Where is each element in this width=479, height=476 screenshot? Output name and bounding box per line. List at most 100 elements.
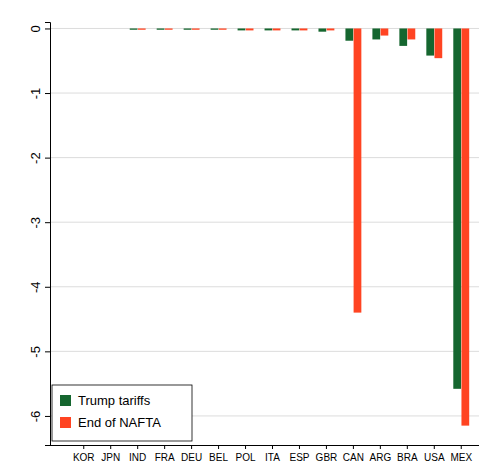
legend: Trump tariffs End of NAFTA	[52, 385, 192, 441]
legend-label: End of NAFTA	[78, 415, 161, 430]
x-tick-label: ITA	[265, 452, 280, 463]
bar	[354, 28, 362, 312]
bar	[381, 28, 389, 35]
bar	[157, 28, 165, 29]
y-tick: 0	[28, 25, 50, 32]
legend-box	[52, 385, 192, 441]
y-tick-label: -1	[28, 88, 43, 100]
y-tick-mark	[45, 287, 50, 288]
x-tick-mark	[191, 445, 192, 449]
bar	[453, 28, 461, 388]
x-tick: ITA	[265, 445, 280, 463]
bar	[408, 28, 416, 39]
bar	[292, 28, 300, 30]
bar	[111, 28, 119, 29]
bar	[345, 28, 353, 40]
bar	[219, 28, 227, 29]
x-tick-mark	[380, 445, 381, 449]
x-tick-label: FRA	[155, 452, 175, 463]
bar	[211, 28, 219, 29]
bar	[273, 28, 281, 30]
bar	[434, 28, 442, 58]
grid-line	[50, 351, 479, 352]
bar	[76, 28, 84, 29]
x-tick: GBR	[316, 445, 338, 463]
bar	[84, 28, 92, 29]
y-tick: -4	[28, 281, 50, 293]
x-tick: POL	[236, 445, 256, 463]
grid	[50, 28, 479, 415]
x-tick-mark	[218, 445, 219, 449]
y-tick-label: -3	[28, 217, 43, 229]
bar	[238, 28, 246, 30]
grid-line	[50, 286, 479, 287]
y-axis-line	[45, 23, 51, 446]
x-axis: KOR JPN IND FRA DEU BEL POL ITA ESP GBR CAN ARG BRA U…	[50, 445, 479, 463]
x-axis-line	[50, 445, 479, 446]
x-tick-mark	[353, 445, 354, 449]
y-tick-label: -2	[28, 152, 43, 164]
x-tick-mark	[110, 445, 111, 449]
bar	[300, 28, 308, 30]
x-tick: ESP	[289, 445, 309, 463]
bar	[318, 28, 326, 31]
x-tick: ARG	[370, 445, 392, 463]
x-tick-mark	[83, 445, 84, 449]
x-tick-mark	[137, 445, 138, 449]
x-tick-label: CAN	[343, 452, 364, 463]
x-tick-label: IND	[129, 452, 146, 463]
x-tick: USA	[424, 445, 445, 463]
y-tick-mark	[45, 158, 50, 159]
legend-item: End of NAFTA	[60, 415, 161, 430]
bar	[184, 28, 192, 29]
bars	[130, 28, 469, 425]
x-tick-label: BEL	[209, 452, 228, 463]
grid-line	[50, 222, 479, 223]
x-tick-label: POL	[236, 452, 256, 463]
x-tick-mark	[245, 445, 246, 449]
y-tick-mark	[45, 222, 50, 223]
series-bars	[130, 28, 461, 388]
y-tick: -2	[28, 152, 50, 164]
x-tick-label: GBR	[316, 452, 338, 463]
x-tick-mark	[299, 445, 300, 449]
bar	[372, 28, 380, 39]
bar	[192, 28, 200, 29]
bar	[461, 28, 469, 425]
x-tick-label: KOR	[73, 452, 95, 463]
y-tick: -3	[28, 217, 50, 229]
x-tick: KOR	[73, 445, 95, 463]
x-tick: BRA	[397, 445, 418, 463]
y-tick: -6	[28, 411, 50, 423]
bar	[130, 28, 138, 29]
legend-item: Trump tariffs	[60, 393, 151, 408]
legend-swatch	[60, 395, 71, 406]
chart: 0 -1 -2 -3 -4 -5 -6 KOR JPN IND FRA DEU BEL POL ITA ESP…	[0, 0, 479, 476]
x-tick: DEU	[181, 445, 202, 463]
x-tick: JPN	[101, 445, 120, 463]
bar	[103, 28, 111, 29]
y-tick-label: 0	[28, 25, 43, 32]
y-tick-label: -5	[28, 346, 43, 358]
x-tick-label: ARG	[370, 452, 392, 463]
bar	[426, 28, 434, 55]
x-tick: FRA	[155, 445, 175, 463]
x-tick-mark	[272, 445, 273, 449]
x-tick-label: BRA	[397, 452, 418, 463]
bar	[327, 28, 335, 30]
y-tick-label: -6	[28, 411, 43, 423]
y-tick: -1	[28, 88, 50, 100]
x-tick-label: MEX	[450, 452, 472, 463]
x-tick-mark	[326, 445, 327, 449]
x-tick: MEX	[450, 445, 472, 463]
y-tick-mark	[45, 28, 50, 29]
bar	[246, 28, 254, 30]
x-tick-mark	[164, 445, 165, 449]
x-tick-label: ESP	[289, 452, 309, 463]
legend-label: Trump tariffs	[78, 393, 151, 408]
x-tick-label: USA	[424, 452, 445, 463]
x-tick-mark	[461, 445, 462, 449]
bar	[265, 28, 273, 30]
bar	[138, 28, 146, 29]
y-tick-mark	[45, 93, 50, 94]
